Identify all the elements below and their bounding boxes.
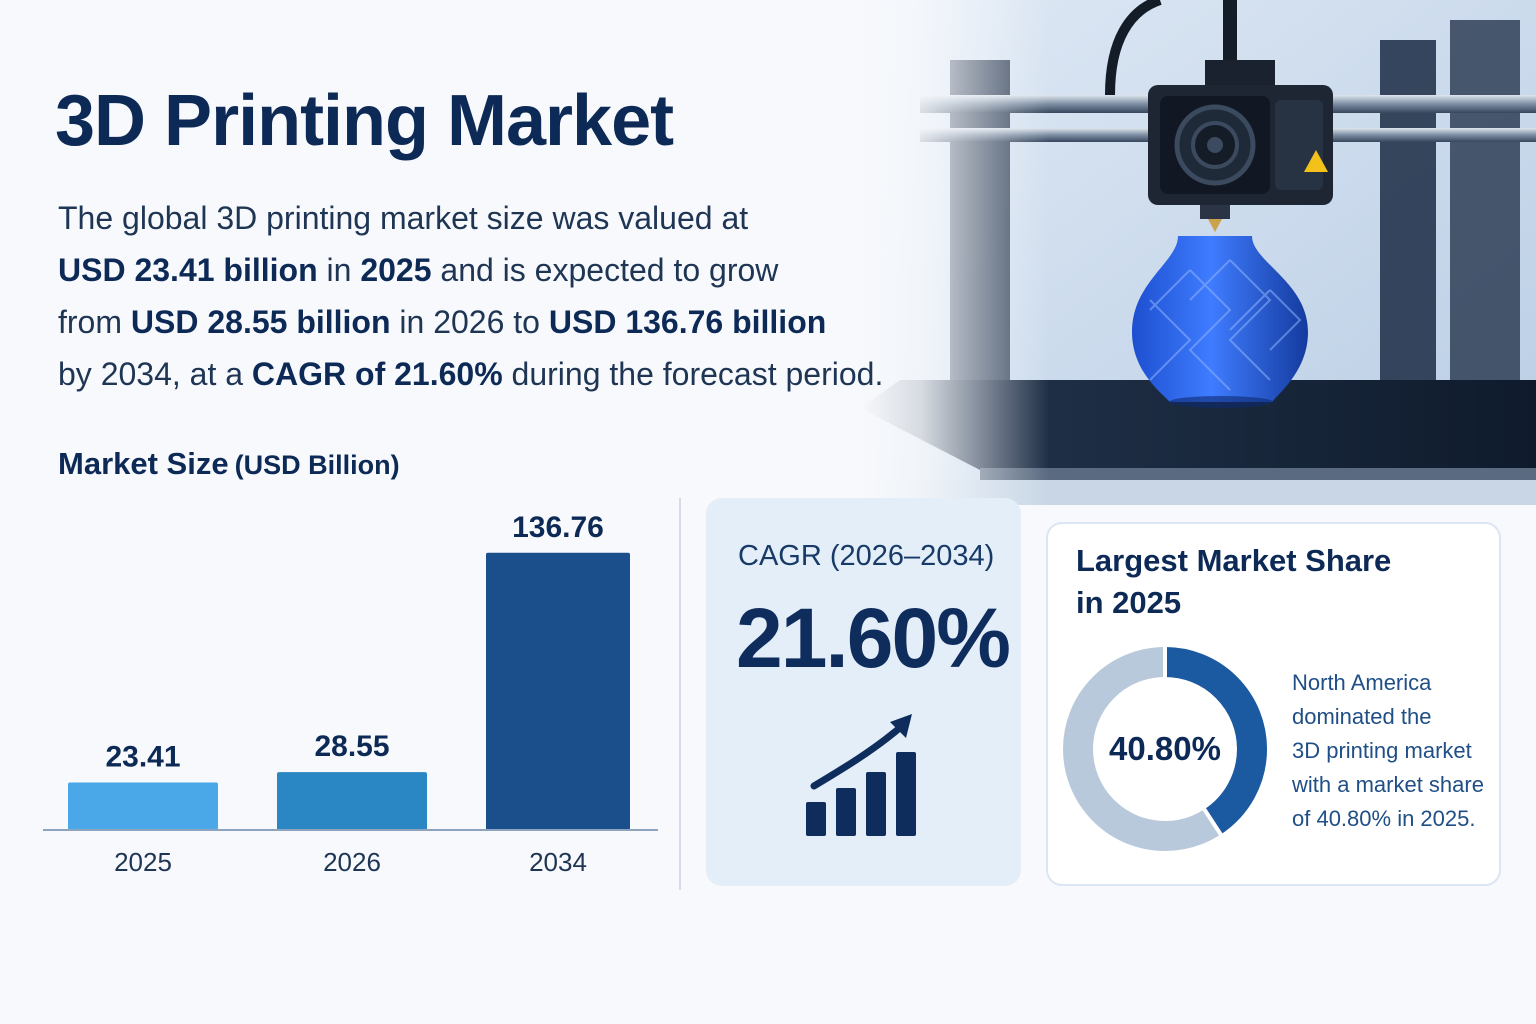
bar-value-label: 136.76 [512, 511, 604, 544]
share-title-line: in 2025 [1076, 585, 1182, 620]
intro-highlight: USD 28.55 billion [130, 304, 391, 340]
intro-text: by 2034, at a [58, 356, 252, 392]
share-title-line: Largest Market Share [1076, 543, 1392, 578]
bar-value-label: 23.41 [105, 741, 180, 774]
bar-value-label: 28.55 [314, 730, 389, 763]
intro-text: in 2026 to [390, 304, 549, 340]
donut-svg [1063, 645, 1267, 851]
bar-2034 [486, 552, 630, 830]
intro-line: from USD 28.55 billion in 2026 to USD 13… [58, 296, 958, 348]
intro-line: The global 3D printing market size was v… [58, 192, 958, 244]
share-desc-line: 3D printing market [1292, 738, 1472, 763]
share-description: North America dominated the 3D printing … [1292, 666, 1497, 836]
x-tick-label: 2026 [323, 847, 381, 877]
market-size-bar-chart: 23.41 2025 28.55 2026 136.76 2034 [40, 490, 665, 890]
share-desc-line: North America [1292, 670, 1432, 695]
growth-chart-icon [806, 714, 916, 836]
donut-chart: 40.80% [1060, 644, 1270, 854]
share-title: Largest Market Share in 2025 [1076, 540, 1391, 624]
intro-text: The global 3D printing market size was v… [58, 200, 749, 236]
intro-paragraph: The global 3D printing market size was v… [58, 192, 958, 400]
chart-title-text: Market Size [58, 446, 229, 481]
intro-text: during the forecast period. [502, 356, 884, 392]
hero-printer-image [860, 0, 1536, 505]
intro-text: in [317, 252, 361, 288]
x-tick-label: 2034 [529, 847, 587, 877]
printer-illustration [860, 0, 1536, 505]
intro-text: from [58, 304, 131, 340]
donut-center-label: 40.80% [1109, 730, 1221, 767]
x-tick-label: 2025 [114, 847, 172, 877]
share-desc-line: of 40.80% in 2025. [1292, 806, 1476, 831]
chart-title: Market Size (USD Billion) [58, 446, 400, 482]
bar-chart-svg: 23.41 2025 28.55 2026 136.76 2034 [43, 511, 658, 877]
intro-highlight: USD 23.41 billion [58, 252, 318, 288]
share-desc-line: with a market share [1292, 772, 1484, 797]
bar-2026 [277, 772, 427, 830]
share-desc-line: dominated the [1292, 704, 1432, 729]
intro-line: by 2034, at a CAGR of 21.60% during the … [58, 348, 958, 400]
cagr-label: CAGR (2026–2034) [738, 540, 995, 572]
cagr-card: CAGR (2026–2034) 21.60% [706, 498, 1021, 886]
intro-highlight: CAGR of 21.60% [251, 356, 503, 392]
page-title: 3D Printing Market [55, 81, 674, 161]
cagr-value: 21.60% [736, 591, 1011, 685]
intro-text: and is expected to grow [431, 252, 779, 288]
market-share-card: Largest Market Share in 2025 40.80% Nort… [1046, 522, 1501, 886]
intro-line: USD 23.41 billion in 2025 and is expecte… [58, 244, 958, 296]
intro-highlight: 2025 [360, 252, 432, 288]
section-divider [679, 498, 681, 890]
bar-2025 [68, 782, 218, 830]
donut-segment-gap [1201, 806, 1224, 838]
intro-highlight: USD 136.76 billion [548, 304, 827, 340]
chart-unit: (USD Billion) [234, 450, 400, 480]
